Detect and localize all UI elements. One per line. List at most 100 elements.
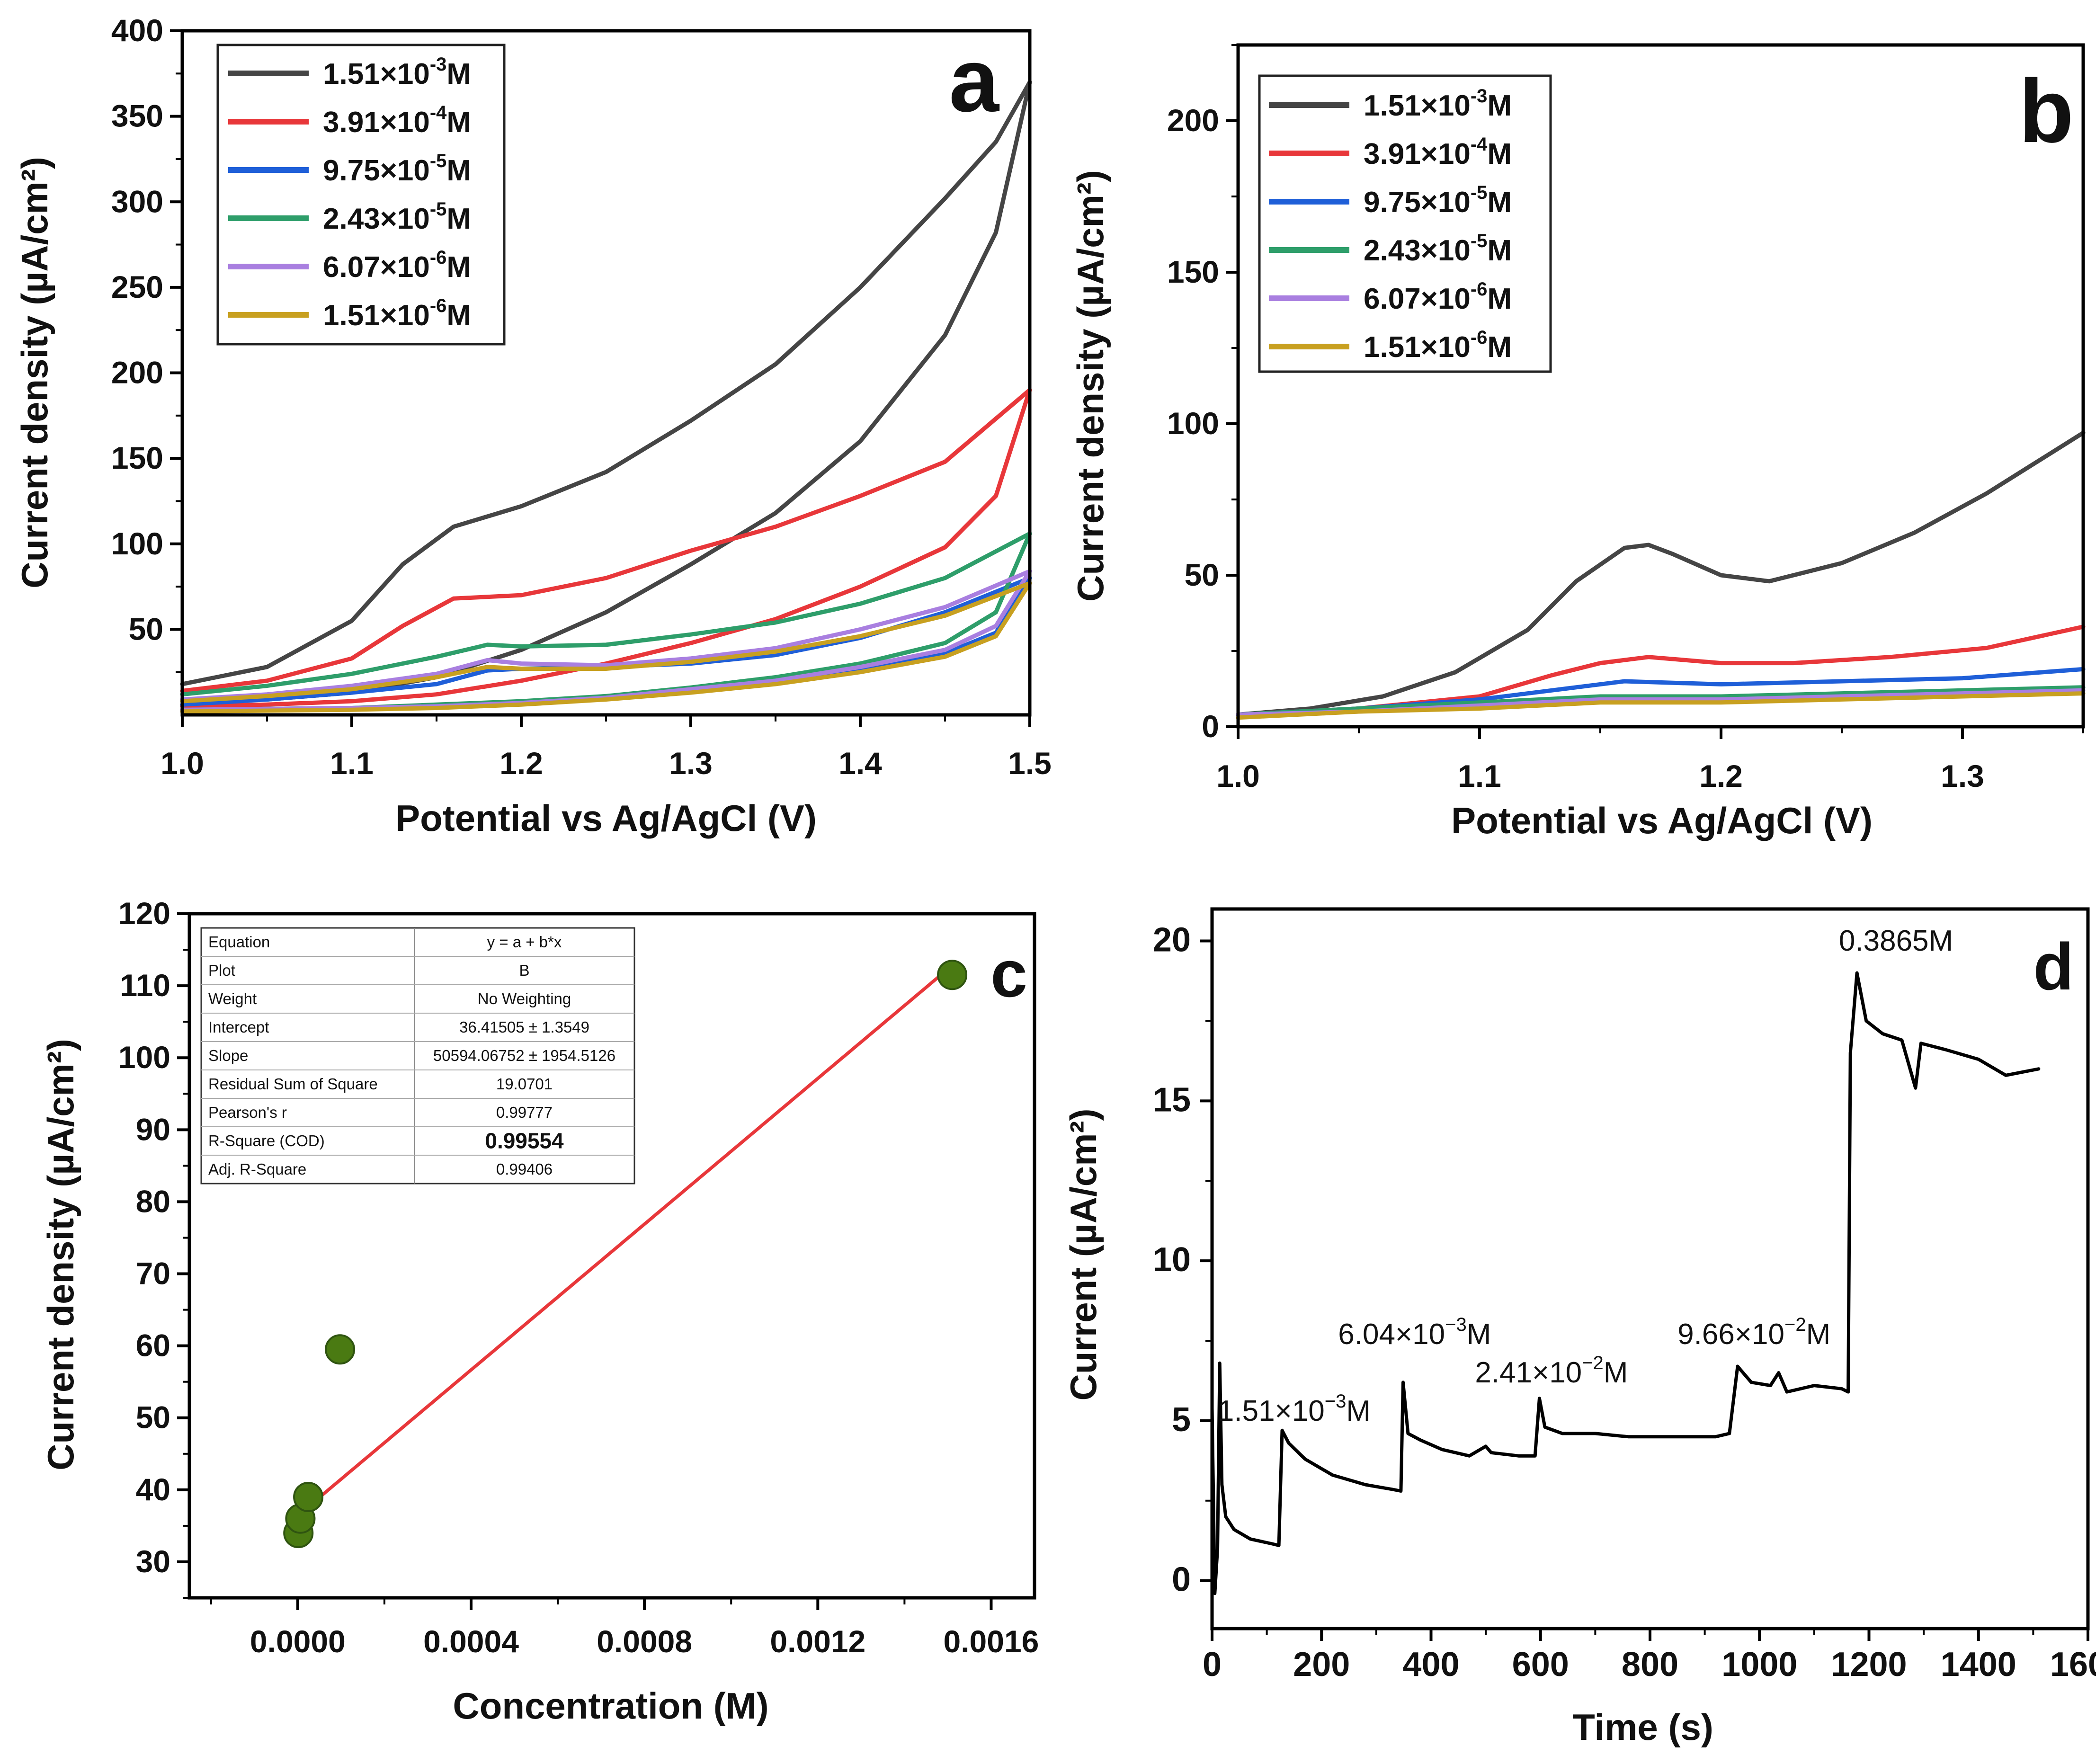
panel-d-x-tick-label: 1000	[1721, 1646, 1797, 1684]
panel-d-plot-frame	[1210, 907, 2090, 1630]
panel-c-data-point	[937, 960, 968, 990]
panel-a-legend-exponent: -5	[430, 199, 447, 220]
panel-d-x-tick-label: 600	[1512, 1646, 1569, 1684]
panel-a-y-tick-label: 200	[111, 355, 163, 390]
panel-b-legend-exponent: -6	[1471, 279, 1488, 300]
panel-d-y-tick-label: 5	[1172, 1401, 1191, 1439]
panel-a-y-tick-label: 100	[111, 526, 163, 561]
panel-c-x-axis-label: Concentration (M)	[453, 1685, 768, 1727]
panel-a: 1.0 1.1 1.2 1.3 1.4 1.5 50 100 150 200 250 300 350 40…	[14, 13, 1052, 839]
panel-b-legend-label: 6.07×10-6M	[1364, 279, 1512, 315]
panel-b-legend-times: ×10	[1421, 234, 1471, 267]
panel-d-step-unit: M	[1467, 1318, 1491, 1351]
panel-b-legend-unit: M	[1487, 89, 1512, 122]
panel-a-legend-label: 2.43×10-5M	[323, 199, 471, 235]
panel-c-y-tick-label: 90	[136, 1112, 170, 1147]
panel-a-legend-times: ×10	[380, 58, 430, 90]
panel-c-stats-value: 0.99777	[496, 1104, 553, 1121]
panel-c-x-tick-label: 0.0004	[423, 1624, 519, 1659]
panel-b-y-tick-label: 150	[1167, 254, 1219, 289]
panel-b-legend-unit: M	[1487, 283, 1512, 315]
panel-b-legend-mantissa: 6.07	[1364, 283, 1421, 315]
panel-d-step-label: 1.51×10−3M	[1218, 1391, 1371, 1427]
panel-a-series-3-reverse	[180, 531, 1032, 712]
panel-b-y-axis-label: Current density (µA/cm²)	[1070, 170, 1111, 602]
panel-b-legend-mantissa: 3.91	[1364, 138, 1421, 170]
panel-a-x-tick-label: 1.4	[838, 746, 882, 781]
panel-c-y-tick-label: 120	[118, 896, 170, 931]
panel-b-legend-mantissa: 1.51	[1364, 331, 1421, 364]
panel-d-step-exponent: −3	[1445, 1314, 1467, 1335]
panel-b-y-tick-label: 0	[1202, 709, 1219, 744]
panel-d-step-label: 6.04×10−3M	[1338, 1314, 1491, 1351]
panel-a-legend-label: 6.07×10-6M	[323, 247, 471, 284]
panel-c-y-tick-label: 100	[118, 1040, 170, 1075]
panel-b-legend-unit: M	[1487, 234, 1512, 267]
panel-c-letter: c	[990, 936, 1027, 1011]
panel-b-legend-label: 1.51×10-6M	[1364, 327, 1512, 364]
panel-b-legend-label: 9.75×10-5M	[1364, 182, 1512, 219]
panel-a-legend-mantissa: 1.51	[323, 58, 380, 90]
panel-d-step-times: ×10	[1735, 1318, 1784, 1351]
panel-c-stats-value: 0.99554	[485, 1129, 564, 1153]
panel-c-plot-frame	[187, 912, 1036, 1600]
panel-d-y-tick-label: 0	[1172, 1561, 1191, 1599]
panel-b-legend-unit: M	[1487, 186, 1512, 219]
panel-a-legend-times: ×10	[380, 203, 430, 235]
panel-a-legend-box	[216, 44, 506, 346]
panel-d-step-label: 0.3865M	[1839, 925, 1953, 957]
panel-d-step-label: 2.41×10−2M	[1475, 1353, 1628, 1389]
panel-b-legend-label: 3.91×10-4M	[1364, 134, 1512, 170]
panel-c-stats-value: 0.99406	[496, 1160, 553, 1178]
panel-c: 0.0000 0.0004 0.0008 0.0012 0.0016 30 40 50 60 70…	[40, 896, 1039, 1727]
panel-a-legend-mantissa: 6.07	[323, 251, 380, 284]
panel-c-stats-value: 19.0701	[496, 1075, 553, 1093]
panel-a-x-tick-label: 1.1	[330, 746, 374, 781]
panel-d-x-axis-label: Time (s)	[1572, 1706, 1713, 1748]
panel-a-series-5-reverse	[180, 581, 1032, 714]
panel-b-legend-mantissa: 1.51	[1364, 89, 1421, 122]
panel-c-y-tick-label: 40	[136, 1472, 170, 1507]
panel-d-step-unit: M	[1806, 1318, 1831, 1351]
panel-c-data-point	[293, 1482, 324, 1513]
panel-b-series-0	[1236, 430, 2086, 717]
panel-a-legend-times: ×10	[380, 299, 430, 332]
panel-d-step-mantissa: 9.66	[1677, 1318, 1735, 1351]
panel-d-series	[1210, 971, 2041, 1595]
panel-a-legend-label: 1.51×10-6M	[323, 295, 471, 332]
panel-b-x-tick-label: 1.2	[1699, 758, 1743, 793]
panel-a-series-1-reverse	[180, 388, 1032, 709]
panel-a-legend-unit: M	[446, 203, 471, 235]
panel-a-legend-unit: M	[446, 154, 471, 187]
panel-a-series-3-forward	[180, 531, 1032, 697]
panel-d-x-tick-label: 800	[1622, 1646, 1678, 1684]
panel-c-fit-line	[296, 964, 954, 1517]
panel-b-legend-label: 1.51×10-3M	[1364, 86, 1512, 122]
panel-a-legend-unit: M	[446, 58, 471, 90]
panel-c-x-tick-label: 0.0016	[944, 1624, 1039, 1659]
panel-b-legend-times: ×10	[1421, 331, 1471, 364]
panel-a-y-tick-label: 150	[111, 440, 163, 475]
panel-c-stats-table	[200, 927, 635, 1185]
panel-b-series-5	[1236, 691, 2086, 720]
panel-a-x-tick-label: 1.3	[669, 746, 713, 781]
panel-d-step-unit: M	[1604, 1356, 1628, 1389]
panel-c-data-point	[325, 1334, 356, 1365]
panel-c-y-tick-label: 110	[120, 968, 170, 1003]
panel-c-y-tick-label: 50	[136, 1400, 170, 1435]
panel-a-x-axis-label: Potential vs Ag/AgCl (V)	[395, 797, 817, 839]
panel-a-x-tick-label: 1.0	[161, 746, 204, 781]
panel-d-step-exponent: −2	[1784, 1314, 1806, 1335]
panel-a-legend-label: 1.51×10-3M	[323, 54, 471, 90]
panel-a-series-4-forward	[180, 569, 1032, 702]
panel-c-stats-key: Adj. R-Square	[208, 1160, 306, 1178]
panel-c-stats-key: Slope	[208, 1047, 248, 1064]
panel-a-y-axis-label: Current density (µA/cm²)	[14, 157, 55, 588]
panel-c-x-tick-label: 0.0008	[597, 1624, 692, 1659]
panel-b-letter: b	[2019, 61, 2074, 161]
panel-b-legend-exponent: -6	[1471, 327, 1488, 348]
panel-c-stats-value: 36.41505 ± 1.3549	[459, 1018, 589, 1036]
panel-a-series-5-forward	[180, 581, 1032, 704]
panel-a-legend-unit: M	[446, 299, 471, 332]
panel-c-y-tick-label: 70	[136, 1256, 170, 1291]
